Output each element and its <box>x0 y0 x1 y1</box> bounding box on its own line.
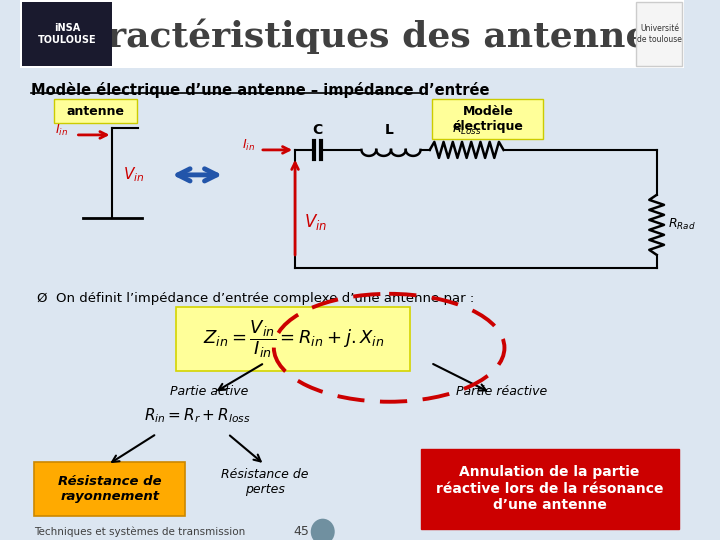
FancyBboxPatch shape <box>34 462 185 516</box>
Text: $R_{Loss}$: $R_{Loss}$ <box>451 122 482 137</box>
Circle shape <box>311 519 335 540</box>
Text: 45: 45 <box>294 525 310 538</box>
Text: Ø  On définit l’impédance d’entrée complexe d’une antenne par :: Ø On définit l’impédance d’entrée comple… <box>37 292 474 305</box>
Text: Caractéristiques des antennes: Caractéristiques des antennes <box>55 18 668 53</box>
Text: Annulation de la partie
réactive lors de la résonance
d’une antenne: Annulation de la partie réactive lors de… <box>436 465 663 512</box>
FancyBboxPatch shape <box>636 2 683 66</box>
Text: Modèle
électrique: Modèle électrique <box>452 105 523 133</box>
Text: $V_{in}$: $V_{in}$ <box>124 166 145 184</box>
Text: Techniques et systèmes de transmission: Techniques et systèmes de transmission <box>34 526 246 537</box>
Text: Partie réactive: Partie réactive <box>456 385 547 398</box>
Text: $R_{Rad}$: $R_{Rad}$ <box>667 217 696 232</box>
Text: $Z_{in} = \dfrac{V_{in}}{I_{in}} = R_{in} + j.X_{in}$: $Z_{in} = \dfrac{V_{in}}{I_{in}} = R_{in… <box>202 318 384 360</box>
Text: Résistance de
rayonnement: Résistance de rayonnement <box>58 475 161 503</box>
Text: iNSA
TOULOUSE: iNSA TOULOUSE <box>38 23 96 45</box>
FancyBboxPatch shape <box>20 0 684 68</box>
Text: $R_{in} = R_r + R_{loss}$: $R_{in} = R_r + R_{loss}$ <box>144 407 251 425</box>
Text: Partie active: Partie active <box>170 385 248 398</box>
Text: Résistance de
pertes: Résistance de pertes <box>221 468 308 496</box>
Text: Modèle électrique d’une antenne – impédance d’entrée: Modèle électrique d’une antenne – impéda… <box>31 82 490 98</box>
Text: $I_{in}$: $I_{in}$ <box>243 138 256 153</box>
Text: L: L <box>384 123 394 137</box>
Text: $I_{in}$: $I_{in}$ <box>55 123 68 138</box>
FancyBboxPatch shape <box>54 99 138 123</box>
Text: $V_{in}$: $V_{in}$ <box>305 212 328 232</box>
Text: antenne: antenne <box>67 105 125 118</box>
FancyBboxPatch shape <box>176 307 410 371</box>
Text: Université
de toulouse: Université de toulouse <box>637 24 682 44</box>
Text: C: C <box>312 123 323 137</box>
FancyBboxPatch shape <box>433 99 543 139</box>
FancyBboxPatch shape <box>420 449 679 529</box>
FancyBboxPatch shape <box>22 2 112 66</box>
